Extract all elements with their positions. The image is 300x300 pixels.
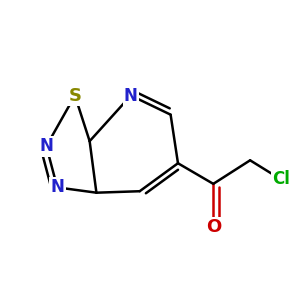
Text: N: N <box>50 178 64 196</box>
Text: N: N <box>39 137 53 155</box>
Text: N: N <box>124 86 138 104</box>
Text: Cl: Cl <box>272 170 290 188</box>
Text: O: O <box>206 218 221 236</box>
Text: S: S <box>68 86 81 104</box>
